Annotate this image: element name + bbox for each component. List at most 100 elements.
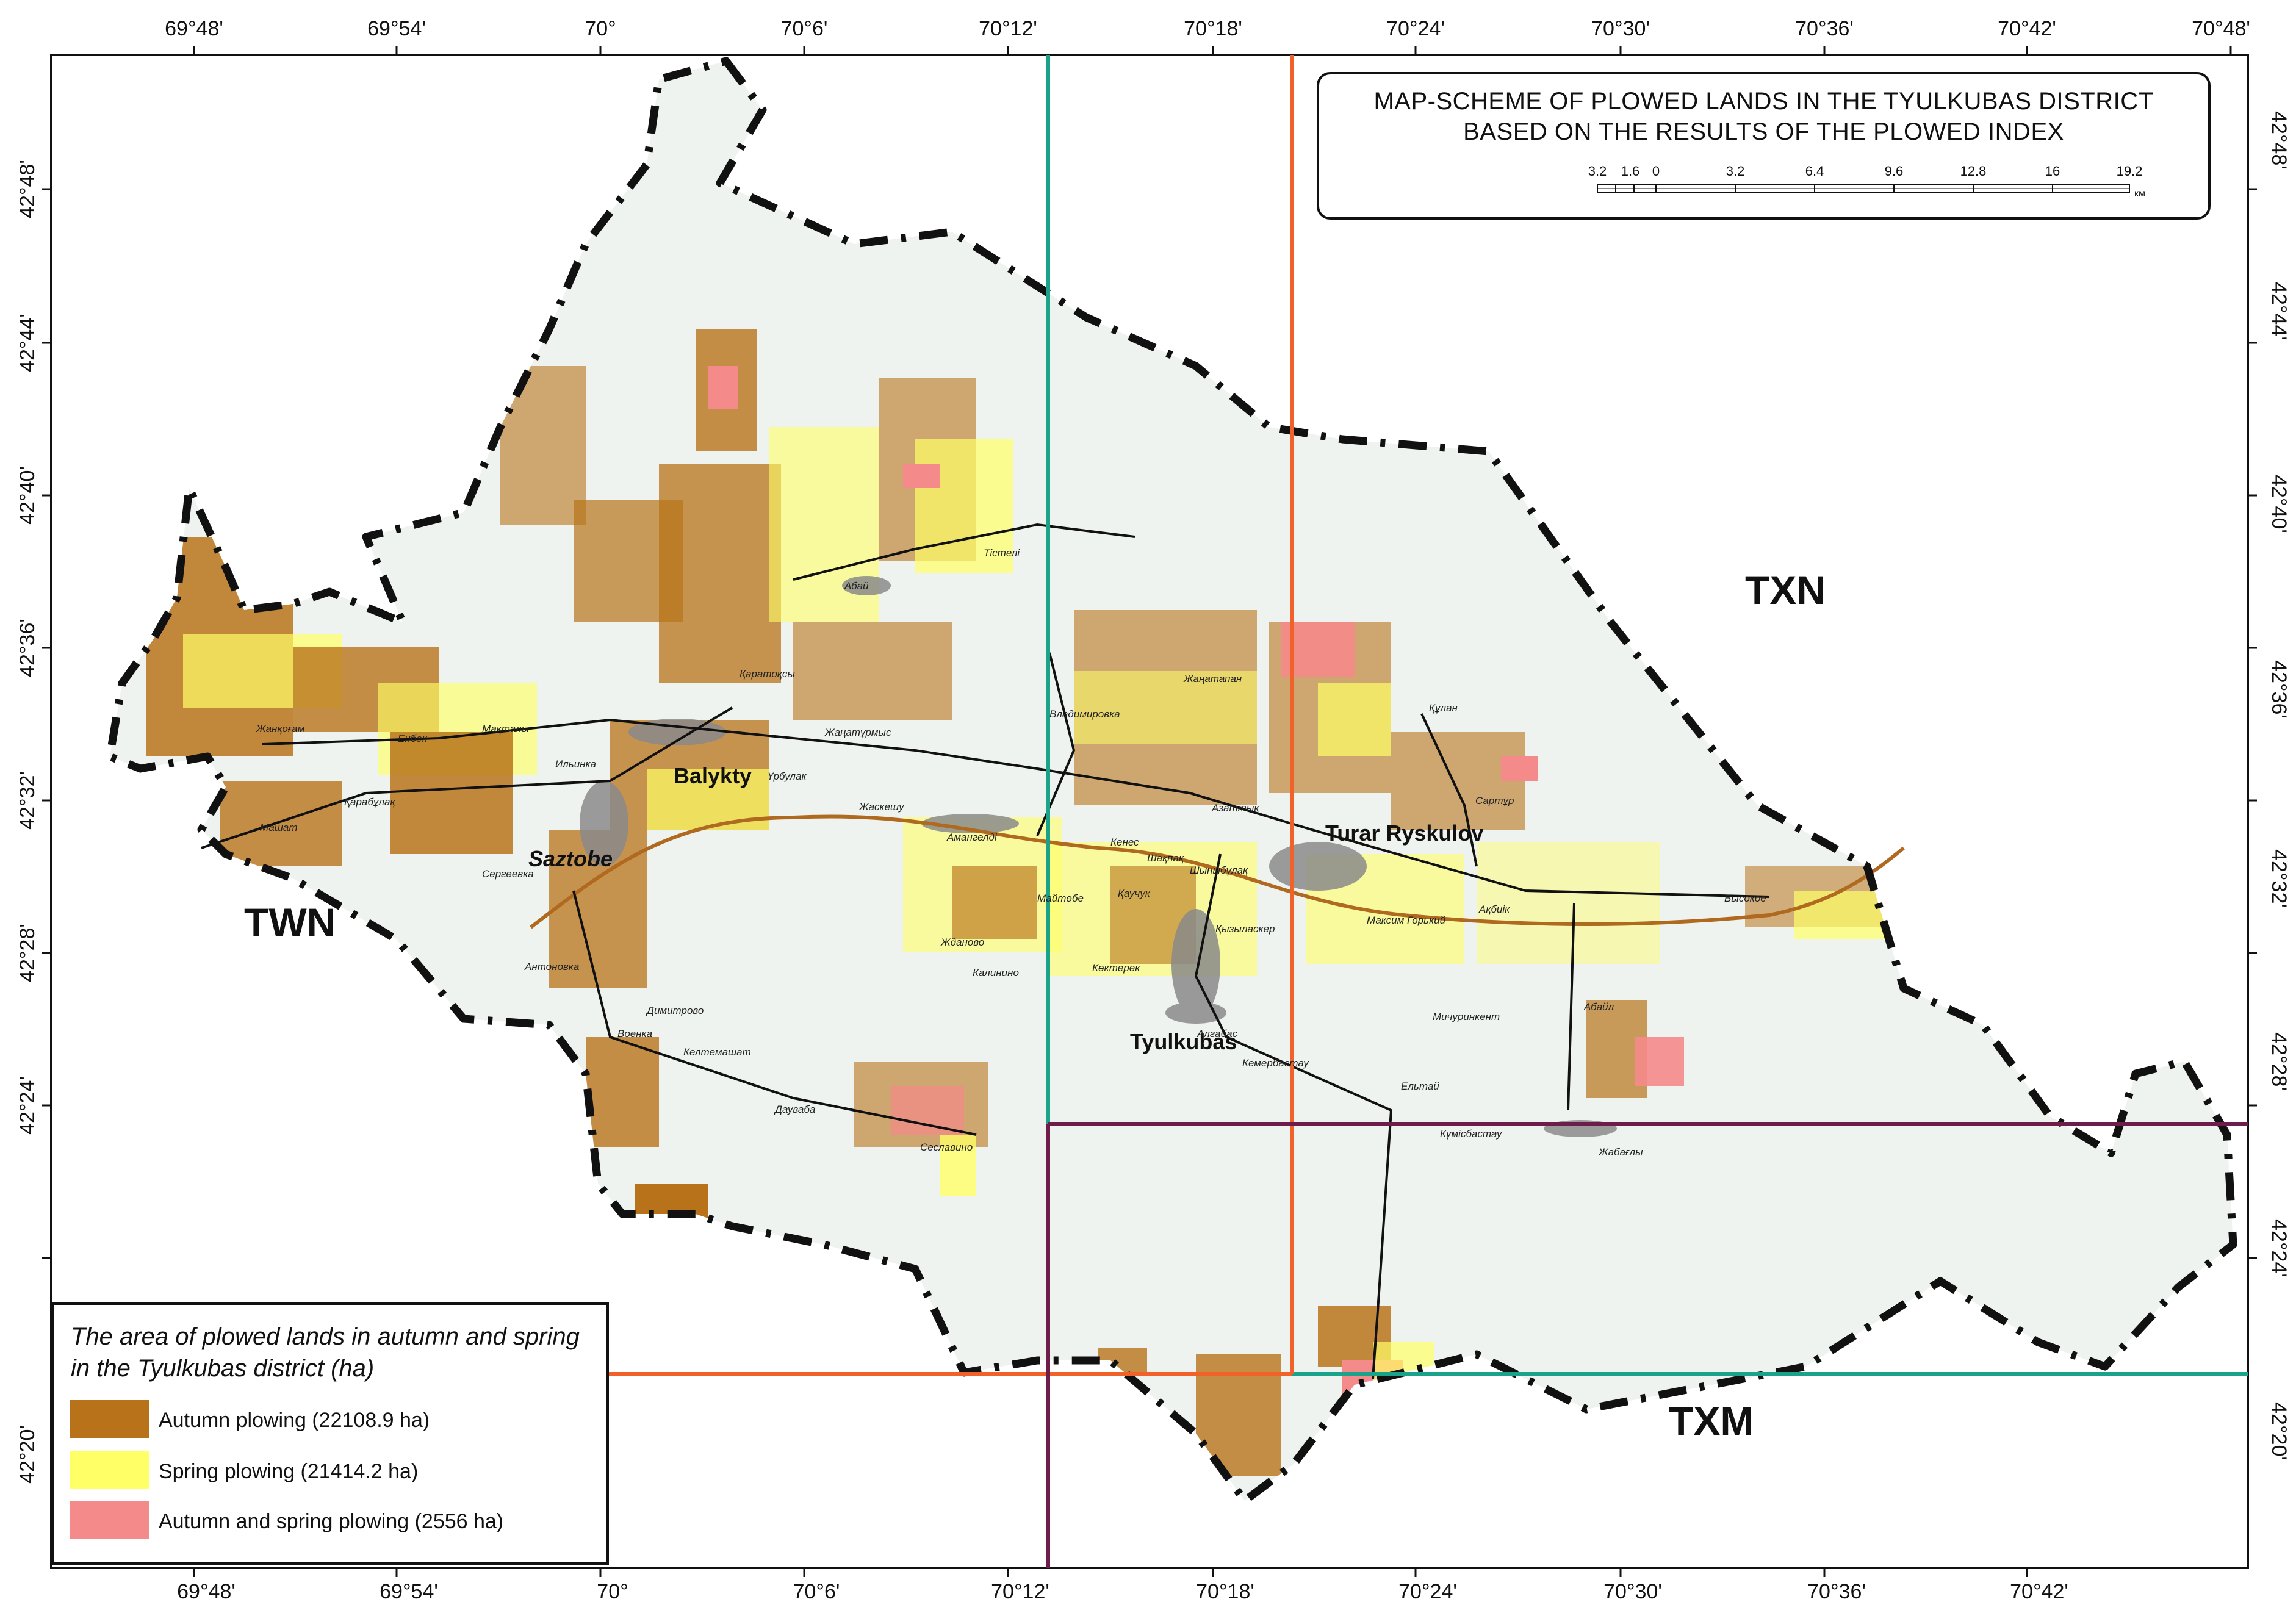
map-title-box: MAP-SCHEME OF PLOWED LANDS IN THE TYULKU… [1317, 72, 2211, 220]
zone-label-txn: TXN [1745, 567, 1826, 613]
legend-swatch-autumn-spring [70, 1501, 149, 1539]
legend-swatch-spring [70, 1451, 149, 1489]
legend-label-autumn: Autumn plowing (22108.9 ha) [159, 1409, 430, 1432]
village-label: Жабағлы [1598, 1146, 1643, 1158]
zone-label-txm: TXM [1669, 1398, 1754, 1443]
legend-title: The area of plowed lands in autumn and s… [71, 1321, 580, 1384]
lat-tick-left: 42°40' [16, 466, 39, 525]
village-label: Дауваба [774, 1104, 815, 1115]
village-label: Майтөбе [1037, 893, 1084, 904]
town-label-turar-ryskulov: Turar Ryskulov [1325, 821, 1483, 846]
scale-bar: 3.2 1.6 0 3.2 6.4 9.6 12.8 16 19.2 км [1588, 163, 2145, 199]
lon-tick-bottom: 70° [597, 1580, 628, 1603]
village-label: Абайл [1583, 1001, 1614, 1013]
sheet-lines [609, 55, 2248, 1568]
village-label: Енбек [398, 733, 428, 744]
lon-tick-top: 70°6' [781, 17, 828, 40]
lon-tick-bottom: 70°42' [2010, 1580, 2068, 1603]
village-label: Антоновка [524, 961, 579, 972]
village-label: Машат [260, 822, 298, 833]
lon-tick-bottom: 70°24' [1398, 1580, 1457, 1603]
village-label: Көктерек [1092, 962, 1140, 974]
village-label: Шақпақ [1147, 852, 1184, 864]
village-label: Калинино [973, 967, 1019, 979]
village-label: Мақталы [482, 723, 530, 735]
lat-tick-right: 42°20' [2267, 1402, 2291, 1460]
lon-tick-top: 70°30' [1591, 17, 1650, 40]
lat-tick-right: 42°28' [2267, 1032, 2291, 1091]
legend-label-spring: Spring plowing (21414.2 ha) [159, 1460, 419, 1483]
village-label: Сергеевка [482, 868, 534, 880]
lon-tick-bottom: 70°12' [991, 1580, 1049, 1603]
village-label: Қарабұлақ [344, 796, 395, 808]
village-label: Жанқоғам [256, 723, 305, 735]
village-label: Жданово [940, 936, 984, 948]
lon-tick-top: 70° [585, 17, 616, 40]
lon-tick-top: 70°12' [979, 17, 1037, 40]
scale-label: 3.2 [1588, 163, 1607, 179]
local-roads [201, 523, 1770, 1379]
frame-ticks [42, 46, 2257, 1577]
village-label: Тістелі [984, 547, 1020, 559]
lat-tick-left: 42°24' [16, 1076, 39, 1135]
longitude-labels-top: 69°48' 69°54' 70° 70°6' 70°12' 70°18' 70… [165, 17, 2250, 40]
village-label: Күмісбастау [1440, 1128, 1503, 1140]
latitude-labels-right: 42°48' 42°44' 42°40' 42°36' 42°32' 42°28… [2267, 111, 2291, 1460]
zone-label-twn: TWN [244, 900, 336, 945]
village-label: Высокое [1724, 893, 1766, 904]
scale-unit: км [2134, 189, 2145, 199]
map-title-line-2: BASED ON THE RESULTS OF THE PLOWED INDEX [1463, 118, 2064, 145]
lat-tick-right: 42°40' [2267, 475, 2291, 533]
lon-tick-bottom: 70°6' [793, 1580, 840, 1603]
lon-tick-top: 70°24' [1386, 17, 1445, 40]
scale-label: 12.8 [1960, 163, 1987, 179]
village-label: Қызыласкер [1215, 923, 1275, 935]
village-label: Құлан [1429, 702, 1458, 714]
legend-title-line-2: in the Tyulkubas district (ha) [71, 1355, 375, 1382]
lat-tick-right: 42°32' [2267, 849, 2291, 908]
village-label: Қаучук [1118, 888, 1151, 899]
village-label: Ақбиік [1478, 903, 1510, 915]
lon-tick-bottom: 69°48' [177, 1580, 236, 1603]
legend-title-line-1: The area of plowed lands in autumn and s… [71, 1323, 580, 1350]
lon-tick-top: 70°18' [1184, 17, 1242, 40]
scale-label: 0 [1652, 163, 1660, 179]
lon-tick-bottom: 70°30' [1603, 1580, 1662, 1603]
village-labels: Тістелі Абай Жанқоғам Енбек Мақталы Ильи… [256, 547, 1766, 1158]
village-label: Димитрово [646, 1005, 704, 1016]
lat-tick-right: 42°24' [2267, 1219, 2291, 1277]
village-label: Азаттық [1211, 802, 1259, 814]
scale-label: 1.6 [1621, 163, 1640, 179]
village-label: Ильинка [555, 758, 596, 770]
lat-tick-right: 42°44' [2267, 282, 2291, 340]
lon-tick-top: 70°36' [1795, 17, 1854, 40]
scale-label: 16 [2045, 163, 2060, 179]
town-label-tyulkubas: Tyulkubas [1130, 1029, 1237, 1054]
scale-label: 19.2 [2117, 163, 2143, 179]
legend-swatch-autumn [70, 1400, 149, 1438]
village-label: Амангелді [946, 832, 998, 843]
village-label: Үрбулак [768, 771, 807, 782]
latitude-labels-left: 42°48' 42°44' 42°40' 42°36' 42°32' 42°28… [16, 160, 39, 1484]
legend-box: The area of plowed lands in autumn and s… [51, 1302, 609, 1565]
village-label: Сартұр [1475, 795, 1514, 806]
lat-tick-left: 42°48' [16, 160, 39, 218]
village-label: Қаратоқсы [740, 668, 795, 680]
map-title-line-1: MAP-SCHEME OF PLOWED LANDS IN THE TYULKU… [1373, 88, 2154, 115]
main-road [530, 814, 1905, 929]
lat-tick-left: 42°28' [16, 924, 39, 982]
lat-tick-left: 42°20' [16, 1425, 39, 1484]
lon-tick-bottom: 69°54' [380, 1580, 438, 1603]
lon-tick-bottom: 70°18' [1196, 1580, 1254, 1603]
longitude-labels-bottom: 69°48' 69°54' 70° 70°6' 70°12' 70°18' 70… [177, 1580, 2068, 1603]
lon-tick-top: 69°48' [165, 17, 223, 40]
lon-tick-top: 69°54' [367, 17, 426, 40]
village-label: Келтемашат [683, 1046, 751, 1058]
village-label: Абай [844, 580, 869, 592]
lat-tick-left: 42°44' [16, 314, 39, 372]
village-label: Жаскешу [858, 801, 905, 813]
lon-tick-top: 70°48' [2192, 17, 2250, 40]
village-label: Военка [617, 1028, 652, 1040]
village-label: Сеславино [920, 1141, 973, 1153]
lon-tick-bottom: 70°36' [1807, 1580, 1866, 1603]
